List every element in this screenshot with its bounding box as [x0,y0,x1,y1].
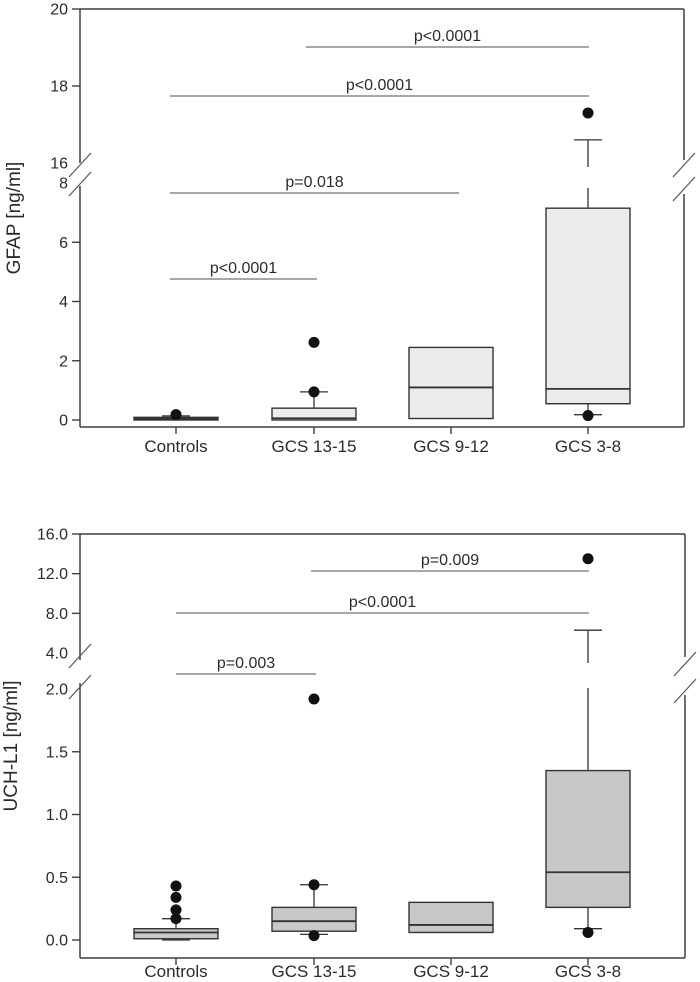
axis-break-slash [68,643,92,669]
outlier-dot [308,336,320,348]
outlier-dot [170,904,182,916]
y-tick-label: 16 [50,156,68,173]
box [408,901,494,934]
y-tick-label: 0.0 [46,933,68,950]
outlier-dot [308,879,320,891]
y-tick-label: 2.0 [46,682,68,699]
x-category-label: GCS 13-15 [271,962,356,981]
y-tick-label: 4 [59,294,68,311]
axis-break-slash [68,152,92,178]
y-tick-label: 6 [59,235,68,252]
x-category-label: GCS 3-8 [555,437,621,456]
x-category-label: GCS 3-8 [555,962,621,981]
y-tick-label: 0 [59,413,68,430]
box [271,407,357,421]
axis-break-slash [68,674,92,700]
outlier-dot [582,926,594,938]
x-category-label: GCS 13-15 [271,437,356,456]
outlier-dot [582,553,594,565]
y-tick-label: 16.0 [37,527,68,544]
y-axis-title: GFAP [ng/ml] [4,162,25,275]
axis-break-slash [672,152,696,178]
outlier-dot [170,891,182,903]
x-category-label: Controls [144,437,207,456]
y-tick-label: 20 [50,2,68,19]
y-axis-title: UCH-L1 [ng/ml] [1,681,22,812]
outlier-dot [582,410,594,422]
axis-break-slash [672,176,696,202]
x-category-label: Controls [144,962,207,981]
outlier-dot [308,386,320,398]
outlier-dot [308,693,320,705]
axis-break-slash [68,171,92,197]
significance-label: p<0.0001 [349,594,416,611]
axis-break-slash [673,678,697,704]
significance-label: p=0.018 [285,174,343,191]
axis-break-slash [673,651,697,677]
y-tick-label: 0.5 [46,870,68,887]
box [271,906,357,932]
outlier-dot [170,880,182,892]
x-category-label: GCS 9-12 [413,962,489,981]
y-tick-label: 4.0 [46,646,68,663]
significance-label: p=0.003 [217,655,275,672]
outlier-dot [308,930,320,942]
x-category-label: GCS 9-12 [413,437,489,456]
significance-label: p<0.0001 [210,260,277,277]
significance-label: p<0.0001 [346,77,413,94]
y-tick-label: 1.0 [46,807,68,824]
box [408,346,494,420]
y-tick-label: 1.5 [46,744,68,761]
significance-label: p<0.0001 [414,28,481,45]
outlier-dot [582,107,594,119]
box [133,928,219,940]
y-tick-label: 8 [59,176,68,193]
y-tick-label: 8.0 [46,606,68,623]
box [545,207,631,405]
y-tick-label: 12.0 [37,566,68,583]
outlier-dot [170,409,182,421]
box [545,769,631,909]
y-tick-label: 2 [59,353,68,370]
significance-label: p=0.009 [421,552,479,569]
outlier-dot [170,913,182,925]
y-tick-label: 18 [50,79,68,96]
